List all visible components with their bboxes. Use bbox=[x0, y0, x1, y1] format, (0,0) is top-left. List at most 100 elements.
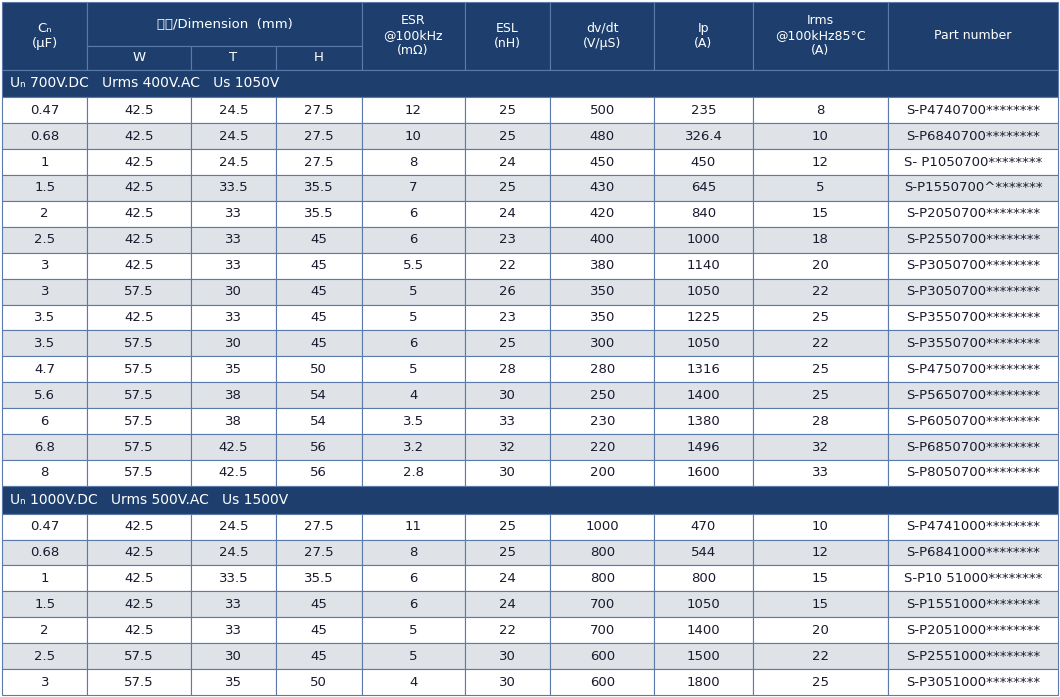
Text: 20: 20 bbox=[812, 624, 829, 637]
Text: 42.5: 42.5 bbox=[124, 104, 154, 117]
Bar bbox=[191, 460, 276, 486]
Text: S-P2551000********: S-P2551000******** bbox=[906, 650, 1040, 663]
Bar bbox=[361, 514, 464, 539]
Text: 645: 645 bbox=[691, 181, 717, 194]
Bar bbox=[753, 201, 888, 227]
Bar bbox=[191, 175, 276, 201]
Bar bbox=[654, 565, 753, 591]
Bar bbox=[2, 669, 88, 695]
Text: Uₙ 700V.DC   Urms 400V.AC   Us 1050V: Uₙ 700V.DC Urms 400V.AC Us 1050V bbox=[10, 77, 280, 91]
Bar bbox=[654, 591, 753, 618]
Bar bbox=[464, 669, 550, 695]
Text: S- P1050700********: S- P1050700******** bbox=[904, 155, 1042, 169]
Text: 480: 480 bbox=[589, 130, 615, 143]
Bar bbox=[550, 175, 654, 201]
Bar bbox=[654, 514, 753, 539]
Text: 22: 22 bbox=[499, 259, 516, 273]
Text: 700: 700 bbox=[589, 598, 615, 611]
Text: 5.6: 5.6 bbox=[34, 389, 55, 401]
Bar bbox=[550, 539, 654, 565]
Text: 57.5: 57.5 bbox=[124, 415, 154, 428]
Bar bbox=[464, 356, 550, 382]
Text: S-P3051000********: S-P3051000******** bbox=[906, 675, 1040, 689]
Text: 220: 220 bbox=[589, 441, 615, 454]
Text: Uₙ 1000V.DC   Urms 500V.AC   Us 1500V: Uₙ 1000V.DC Urms 500V.AC Us 1500V bbox=[10, 493, 288, 507]
Bar bbox=[88, 591, 191, 618]
Bar bbox=[888, 618, 1058, 643]
Text: 1: 1 bbox=[40, 155, 49, 169]
Text: 33: 33 bbox=[225, 208, 242, 220]
Bar bbox=[88, 643, 191, 669]
Bar bbox=[2, 253, 88, 279]
Text: 6: 6 bbox=[409, 233, 418, 246]
Bar bbox=[654, 539, 753, 565]
Text: 30: 30 bbox=[225, 285, 242, 298]
Bar bbox=[88, 514, 191, 539]
Text: 42.5: 42.5 bbox=[218, 466, 248, 480]
Bar bbox=[276, 356, 361, 382]
Text: 600: 600 bbox=[589, 675, 615, 689]
Bar bbox=[654, 356, 753, 382]
Bar bbox=[753, 279, 888, 305]
Text: ESL
(nH): ESL (nH) bbox=[494, 22, 520, 49]
Bar bbox=[654, 305, 753, 330]
Bar bbox=[88, 201, 191, 227]
Bar bbox=[88, 539, 191, 565]
Text: 23: 23 bbox=[499, 233, 516, 246]
Text: 1000: 1000 bbox=[585, 520, 619, 533]
Bar bbox=[276, 149, 361, 175]
Text: 33: 33 bbox=[225, 233, 242, 246]
Text: 45: 45 bbox=[311, 598, 328, 611]
Text: 42.5: 42.5 bbox=[218, 441, 248, 454]
Text: 35: 35 bbox=[225, 363, 242, 376]
Bar bbox=[2, 330, 88, 356]
Bar bbox=[2, 227, 88, 253]
Text: 42.5: 42.5 bbox=[124, 624, 154, 637]
Text: 24: 24 bbox=[499, 598, 516, 611]
Bar bbox=[753, 408, 888, 434]
Bar bbox=[2, 434, 88, 460]
Text: 350: 350 bbox=[589, 285, 615, 298]
Bar bbox=[654, 2, 753, 70]
Text: 3: 3 bbox=[40, 675, 49, 689]
Bar bbox=[361, 175, 464, 201]
Text: Ip
(A): Ip (A) bbox=[694, 22, 712, 49]
Text: 200: 200 bbox=[589, 466, 615, 480]
Bar bbox=[654, 669, 753, 695]
Bar bbox=[2, 486, 1058, 514]
Bar bbox=[464, 565, 550, 591]
Text: S-P5650700********: S-P5650700******** bbox=[906, 389, 1040, 401]
Text: 57.5: 57.5 bbox=[124, 675, 154, 689]
Text: 42.5: 42.5 bbox=[124, 208, 154, 220]
Bar bbox=[888, 591, 1058, 618]
Text: 27.5: 27.5 bbox=[304, 520, 334, 533]
Bar bbox=[276, 330, 361, 356]
Bar bbox=[753, 434, 888, 460]
Text: 18: 18 bbox=[812, 233, 829, 246]
Bar bbox=[191, 539, 276, 565]
Bar bbox=[2, 408, 88, 434]
Bar bbox=[753, 643, 888, 669]
Text: 45: 45 bbox=[311, 337, 328, 350]
Bar bbox=[191, 434, 276, 460]
Text: 20: 20 bbox=[812, 259, 829, 273]
Text: 56: 56 bbox=[311, 466, 328, 480]
Text: 300: 300 bbox=[589, 337, 615, 350]
Text: S-P4741000********: S-P4741000******** bbox=[906, 520, 1040, 533]
Text: 235: 235 bbox=[691, 104, 717, 117]
Bar bbox=[361, 618, 464, 643]
Bar bbox=[191, 618, 276, 643]
Bar bbox=[361, 539, 464, 565]
Text: S-P1550700^*******: S-P1550700^******* bbox=[904, 181, 1042, 194]
Bar bbox=[2, 123, 88, 149]
Bar bbox=[888, 539, 1058, 565]
Bar bbox=[191, 330, 276, 356]
Text: S-P4750700********: S-P4750700******** bbox=[906, 363, 1040, 376]
Text: 45: 45 bbox=[311, 259, 328, 273]
Text: 450: 450 bbox=[589, 155, 615, 169]
Bar bbox=[550, 408, 654, 434]
Bar bbox=[361, 565, 464, 591]
Bar bbox=[550, 434, 654, 460]
Bar bbox=[888, 227, 1058, 253]
Text: 30: 30 bbox=[499, 650, 516, 663]
